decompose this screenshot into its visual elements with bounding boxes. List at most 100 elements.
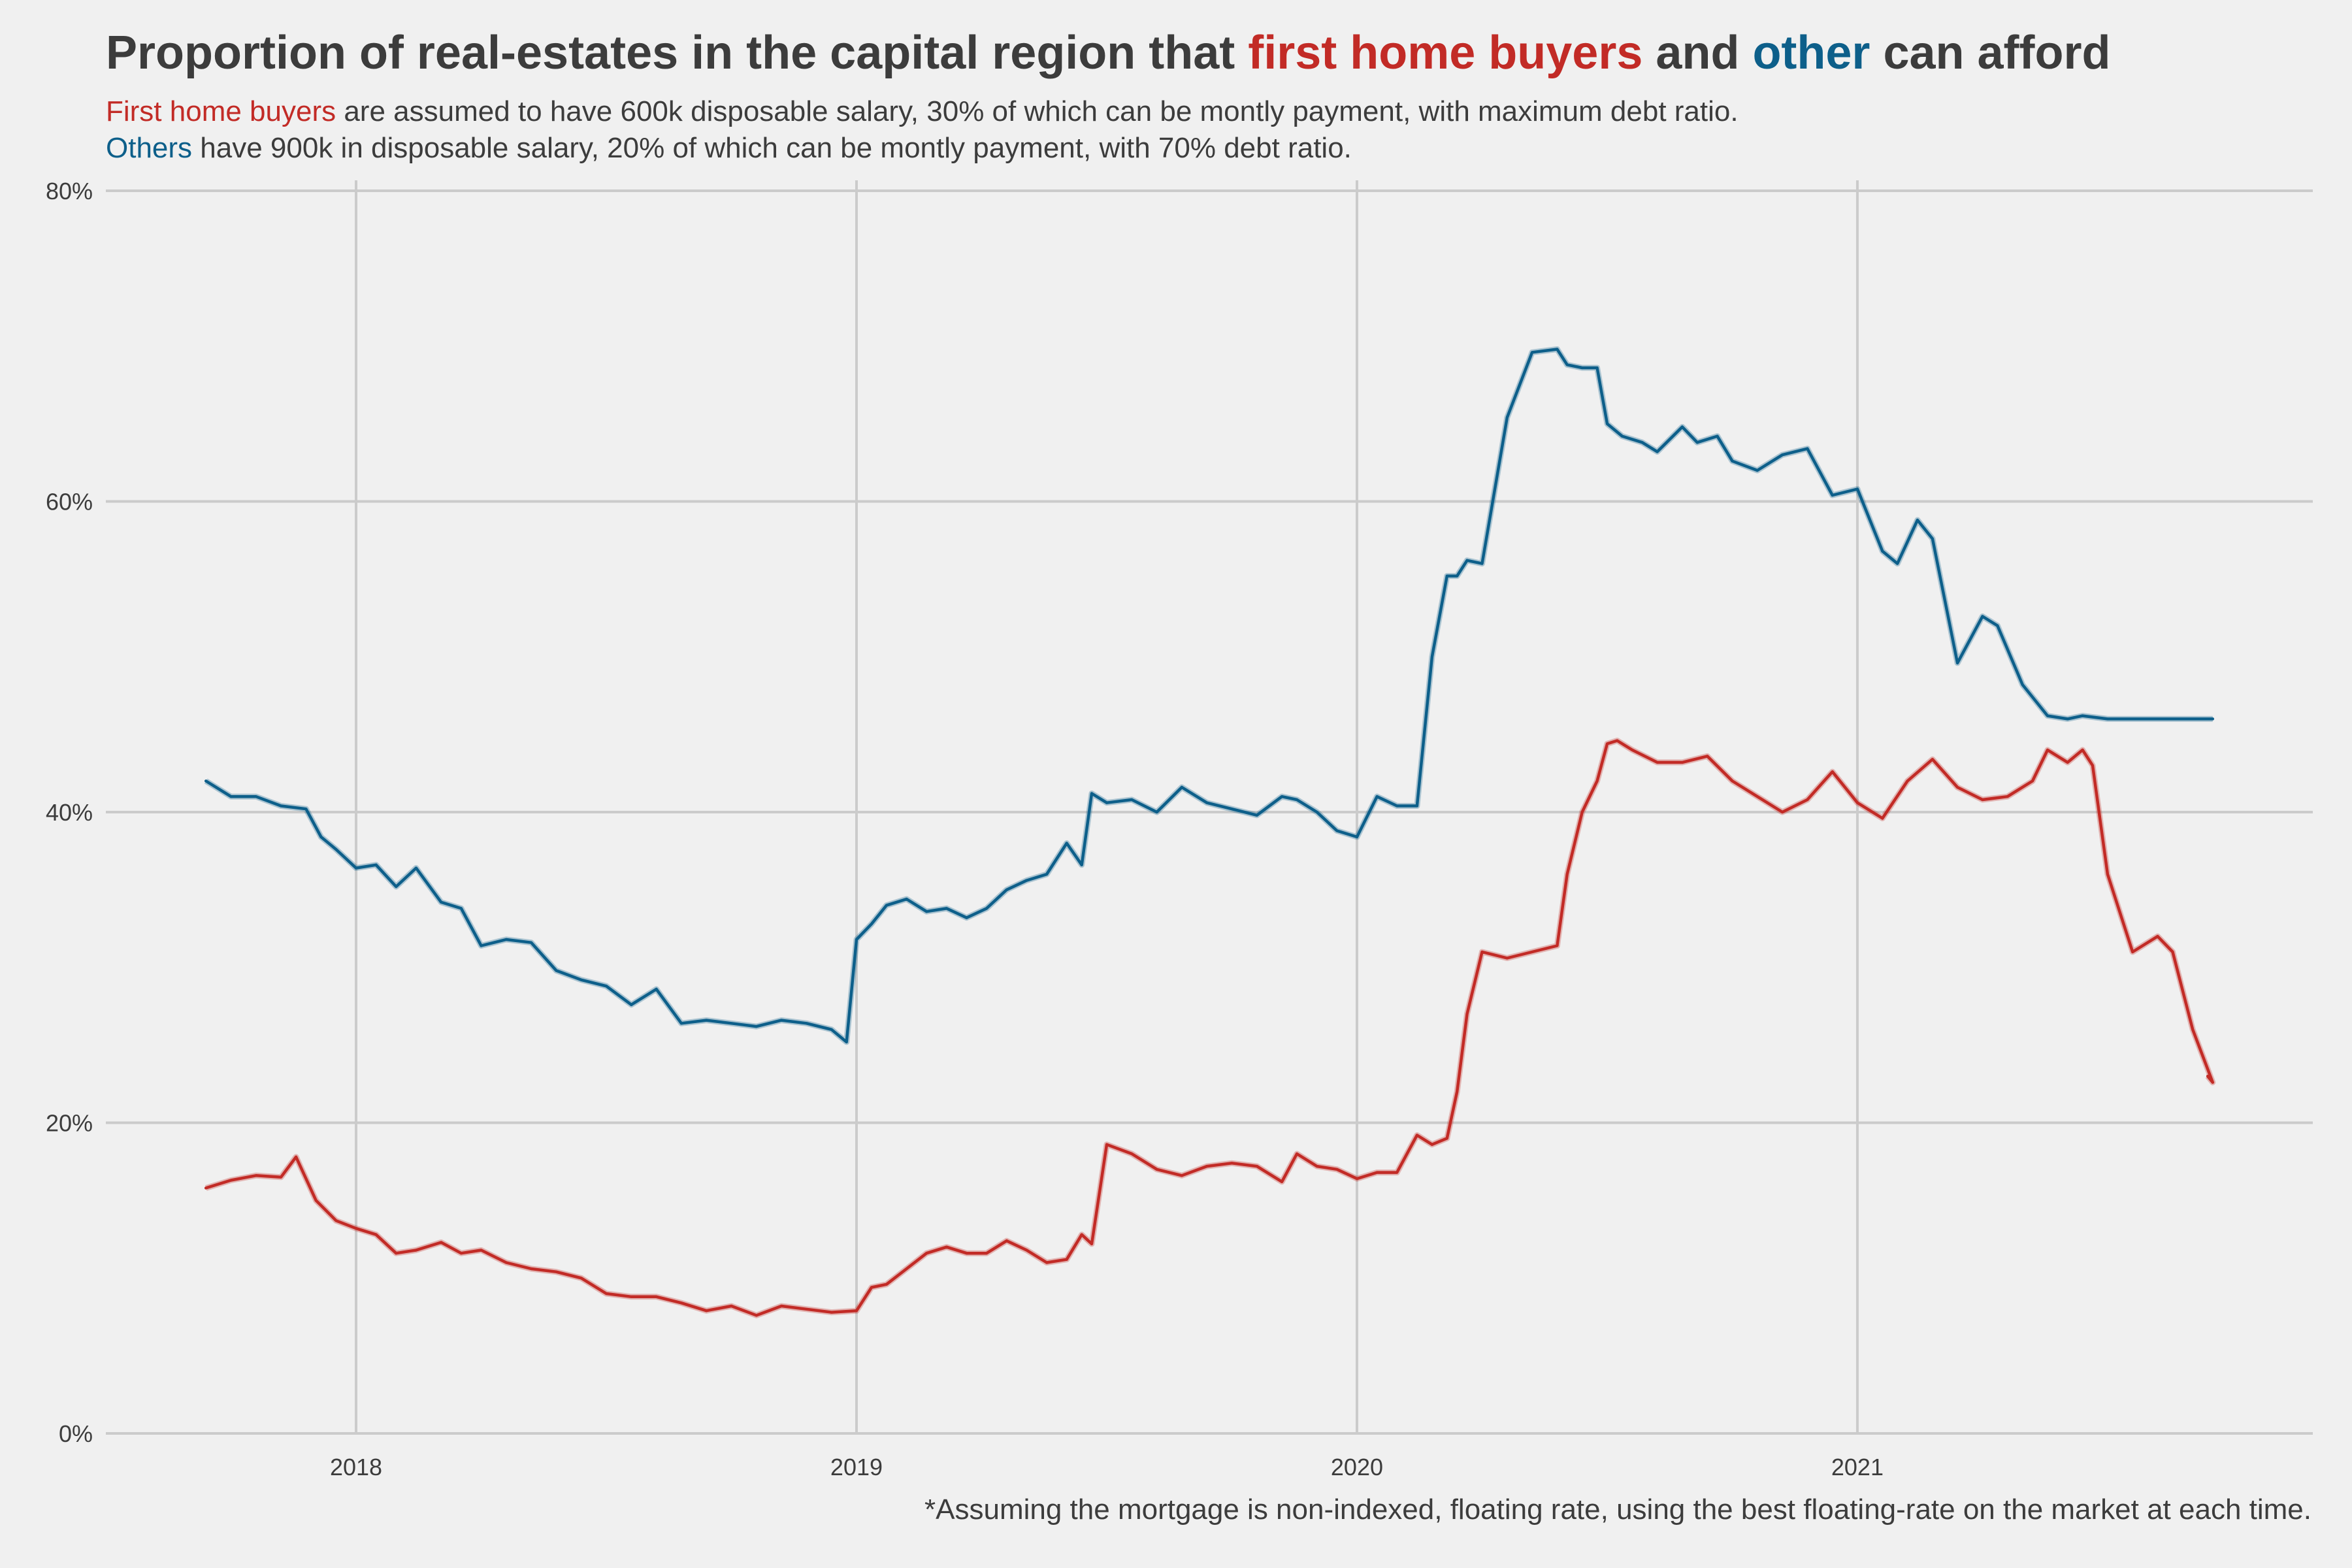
data-point-others xyxy=(555,970,557,972)
series-line-raw-others xyxy=(204,346,2213,1045)
data-point-others xyxy=(855,938,858,941)
data-point-first-home-buyers xyxy=(1731,779,1733,782)
data-point-others xyxy=(1376,795,1379,798)
data-point-first-home-buyers xyxy=(1316,1165,1318,1168)
data-point-others xyxy=(845,1041,848,1043)
data-point-others xyxy=(395,885,397,888)
data-point-first-home-buyers xyxy=(505,1261,508,1264)
data-point-others xyxy=(505,938,508,941)
data-point-others xyxy=(2176,717,2179,720)
title-part-1: Proportion of real-estates in the capita… xyxy=(106,27,1249,79)
data-point-first-home-buyers xyxy=(1706,755,1708,757)
data-point-others xyxy=(680,1022,683,1024)
data-point-first-home-buyers xyxy=(1090,1243,1093,1245)
data-point-others xyxy=(580,979,583,981)
data-point-others xyxy=(805,1022,808,1024)
data-point-others xyxy=(1556,348,1558,351)
data-point-first-home-buyers xyxy=(1631,749,1633,751)
data-point-others xyxy=(1981,615,1984,617)
data-point-first-home-buyers xyxy=(1045,1261,1048,1264)
data-point-first-home-buyers xyxy=(1156,1168,1158,1171)
data-point-first-home-buyers xyxy=(1335,1168,1338,1171)
data-point-first-home-buyers xyxy=(805,1308,808,1311)
data-point-first-home-buyers xyxy=(870,1286,873,1289)
x-tick-label: 2019 xyxy=(830,1454,883,1480)
data-point-others xyxy=(1881,550,1884,553)
data-point-others xyxy=(1205,802,1208,804)
data-point-others xyxy=(1181,786,1183,789)
data-point-first-home-buyers xyxy=(280,1176,282,1179)
data-point-others xyxy=(255,795,257,798)
data-point-first-home-buyers xyxy=(460,1252,463,1254)
data-point-first-home-buyers xyxy=(440,1241,442,1244)
data-point-first-home-buyers xyxy=(780,1305,783,1307)
data-point-first-home-buyers xyxy=(1556,944,1558,947)
data-point-others xyxy=(1621,435,1624,438)
data-point-first-home-buyers xyxy=(605,1292,608,1295)
title-part-2: and xyxy=(1642,27,1753,79)
data-point-others xyxy=(1456,575,1458,578)
data-point-first-home-buyers xyxy=(1956,786,1959,789)
data-point-first-home-buyers xyxy=(1376,1171,1379,1174)
series-line-raw-first-home-buyers xyxy=(204,738,2216,1318)
data-point-others xyxy=(925,910,928,913)
data-point-others xyxy=(1316,811,1318,813)
data-point-first-home-buyers xyxy=(1656,761,1659,764)
data-point-others xyxy=(1581,367,1584,369)
data-point-first-home-buyers xyxy=(229,1179,232,1181)
data-point-others xyxy=(655,988,658,990)
data-point-others xyxy=(2082,715,2084,717)
data-point-others xyxy=(1356,836,1358,838)
data-point-first-home-buyers xyxy=(1931,758,1934,760)
data-point-others xyxy=(870,923,873,925)
data-point-others xyxy=(1005,889,1008,891)
data-point-others xyxy=(204,779,207,782)
data-point-others xyxy=(1731,460,1733,463)
data-point-others xyxy=(1896,563,1899,565)
subtitle-1-text: are assumed to have 600k disposable sala… xyxy=(336,95,1739,127)
data-point-others xyxy=(965,917,968,919)
data-point-others xyxy=(1130,798,1133,801)
chart-title: Proportion of real-estates in the capita… xyxy=(106,26,2111,80)
data-point-first-home-buyers xyxy=(1981,798,1984,801)
data-point-others xyxy=(705,1019,708,1022)
data-point-first-home-buyers xyxy=(1831,770,1834,773)
data-point-first-home-buyers xyxy=(1456,1090,1458,1093)
data-point-others xyxy=(1681,425,1684,428)
data-point-first-home-buyers xyxy=(204,1186,207,1189)
data-point-first-home-buyers xyxy=(1781,811,1784,813)
data-point-first-home-buyers xyxy=(1281,1181,1283,1183)
data-point-first-home-buyers xyxy=(1130,1152,1133,1155)
data-point-first-home-buyers xyxy=(1181,1174,1183,1177)
data-point-first-home-buyers xyxy=(855,1309,858,1312)
data-point-others xyxy=(605,985,608,987)
data-point-others xyxy=(2021,683,2024,686)
data-point-others xyxy=(2066,717,2069,720)
data-point-first-home-buyers xyxy=(2091,764,2094,767)
data-point-others xyxy=(2157,717,2159,720)
data-point-first-home-buyers xyxy=(1230,1162,1233,1164)
data-point-others xyxy=(1756,469,1759,472)
data-point-first-home-buyers xyxy=(1906,779,1909,782)
data-point-first-home-buyers xyxy=(1616,740,1618,742)
data-point-others xyxy=(630,1004,632,1006)
data-point-first-home-buyers xyxy=(2106,873,2109,875)
data-point-others xyxy=(1066,842,1068,845)
data-point-first-home-buyers xyxy=(295,1156,297,1158)
data-point-others xyxy=(1781,453,1784,456)
subtitle-2-highlight: Others xyxy=(106,132,193,164)
data-point-others xyxy=(1806,448,1808,450)
data-point-others xyxy=(1431,655,1433,658)
data-point-first-home-buyers xyxy=(315,1199,318,1201)
data-point-first-home-buyers xyxy=(1205,1165,1208,1168)
data-point-others xyxy=(1081,864,1083,866)
data-point-first-home-buyers xyxy=(580,1277,583,1279)
data-point-others xyxy=(1606,423,1609,425)
series-layer xyxy=(204,346,2216,1318)
data-point-others xyxy=(1596,367,1599,369)
data-point-first-home-buyers xyxy=(255,1174,257,1177)
data-point-others xyxy=(440,901,442,904)
data-point-first-home-buyers xyxy=(1596,779,1599,782)
data-point-others xyxy=(830,1028,833,1031)
